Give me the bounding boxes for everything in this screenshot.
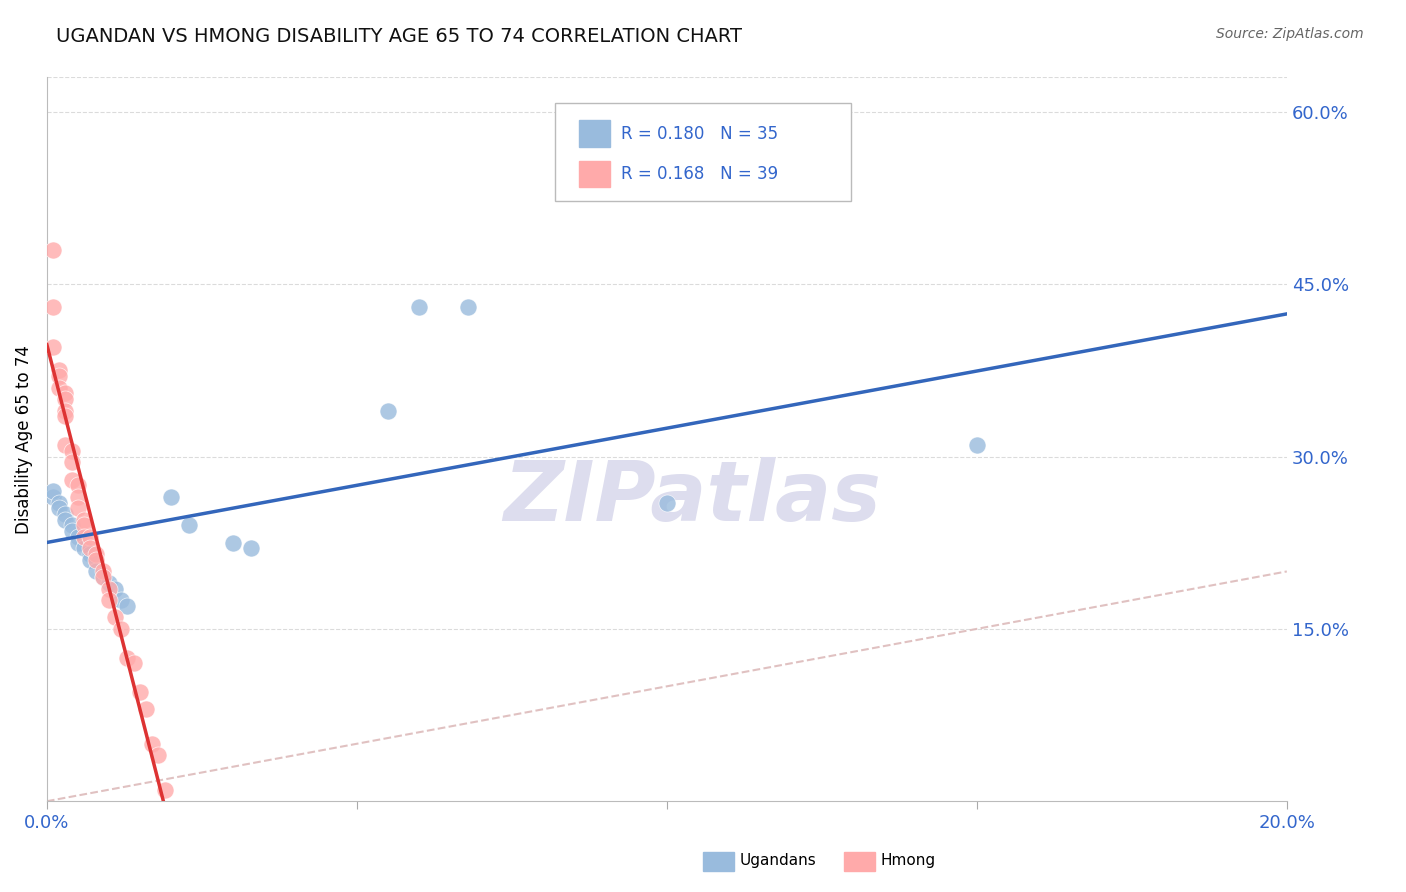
Point (141, 737, 163, 751)
Point (117, 650, 139, 665)
Point (153, 782, 176, 797)
Point (91, 565, 114, 579)
Point (79, 547, 101, 561)
Point (91, 570, 114, 584)
Point (42, 243, 65, 257)
Point (42, 300, 65, 314)
Point (55, 438, 77, 452)
Point (48, 495, 70, 509)
Point (377, 403, 399, 417)
Point (457, 300, 479, 314)
Point (60, 518, 83, 533)
Point (66, 501, 89, 516)
Text: ZIPatlas: ZIPatlas (503, 457, 880, 538)
Point (110, 593, 132, 607)
Point (60, 443, 83, 458)
Point (122, 657, 145, 671)
Point (128, 685, 150, 699)
Point (117, 599, 139, 613)
Point (86, 553, 108, 567)
Point (79, 541, 101, 556)
Point (66, 478, 89, 492)
Point (66, 490, 89, 504)
Point (148, 748, 170, 763)
Point (55, 507, 77, 521)
Point (55, 392, 77, 406)
Point (66, 530, 89, 544)
Point (86, 565, 108, 579)
Text: Ugandans: Ugandans (740, 854, 817, 868)
Point (55, 409, 77, 424)
Point (60, 524, 83, 539)
Text: R = 0.180   N = 35: R = 0.180 N = 35 (621, 125, 779, 143)
Point (73, 530, 96, 544)
Point (48, 381, 70, 395)
Point (240, 541, 263, 556)
Point (408, 300, 430, 314)
Point (48, 501, 70, 516)
Point (110, 622, 132, 636)
Point (135, 702, 157, 716)
Text: R = 0.168   N = 39: R = 0.168 N = 39 (621, 165, 779, 183)
Point (66, 535, 89, 549)
Point (60, 455, 83, 469)
Point (42, 340, 65, 354)
Point (97, 582, 120, 596)
Point (91, 570, 114, 584)
Point (655, 495, 678, 509)
Point (966, 438, 988, 452)
Y-axis label: Disability Age 65 to 74: Disability Age 65 to 74 (15, 345, 32, 533)
Point (222, 535, 245, 549)
Text: UGANDAN VS HMONG DISABILITY AGE 65 TO 74 CORRELATION CHART: UGANDAN VS HMONG DISABILITY AGE 65 TO 74… (56, 27, 742, 45)
Point (97, 593, 120, 607)
Point (79, 553, 101, 567)
Point (79, 530, 101, 544)
Point (97, 576, 120, 591)
Text: Source: ZipAtlas.com: Source: ZipAtlas.com (1216, 27, 1364, 41)
Point (104, 582, 127, 596)
Point (48, 369, 70, 384)
Text: Hmong: Hmong (880, 854, 935, 868)
Point (179, 518, 201, 533)
Point (42, 483, 65, 498)
Point (48, 363, 70, 377)
Point (60, 473, 83, 487)
Point (104, 610, 127, 624)
Point (55, 386, 77, 401)
Point (73, 513, 96, 527)
Point (86, 547, 108, 561)
Point (73, 541, 96, 556)
Point (55, 403, 77, 417)
Point (73, 518, 96, 533)
Point (42, 490, 65, 504)
Point (55, 513, 77, 527)
Point (160, 490, 183, 504)
